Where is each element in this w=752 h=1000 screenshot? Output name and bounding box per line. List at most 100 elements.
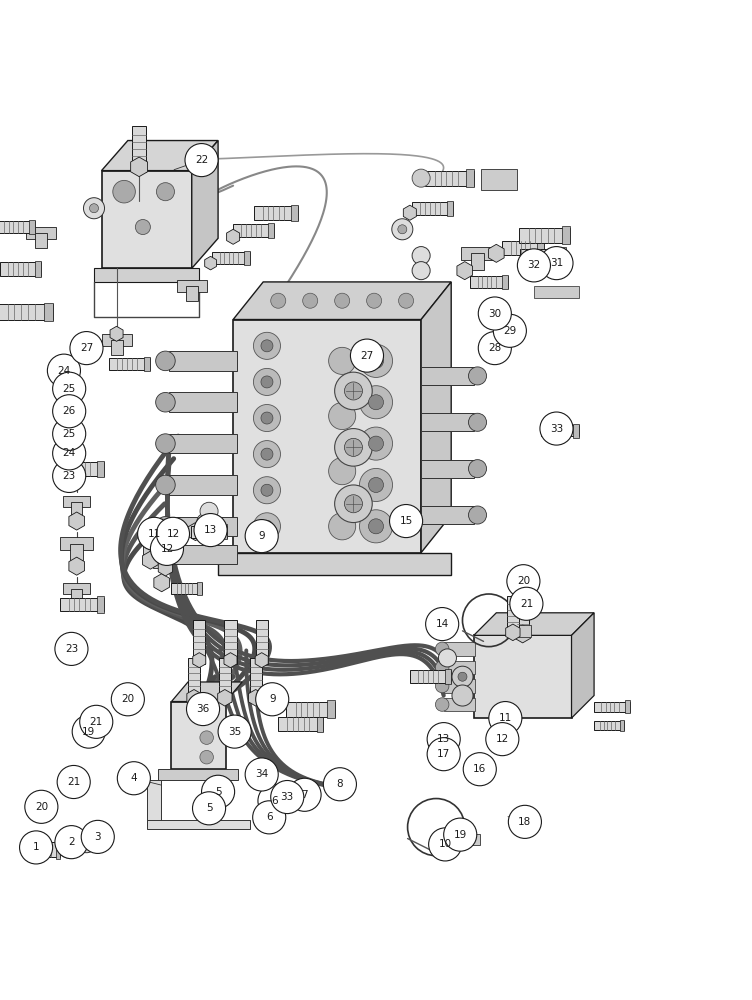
FancyBboxPatch shape [143, 545, 176, 558]
FancyBboxPatch shape [169, 351, 237, 371]
FancyBboxPatch shape [464, 834, 481, 845]
Circle shape [111, 683, 144, 716]
Text: 12: 12 [166, 529, 180, 539]
Text: 5: 5 [215, 787, 221, 797]
Text: 26: 26 [62, 406, 76, 416]
Circle shape [323, 768, 356, 801]
FancyBboxPatch shape [517, 599, 529, 637]
Text: 19: 19 [453, 830, 467, 840]
Circle shape [359, 510, 393, 543]
Text: 16: 16 [473, 764, 487, 774]
Polygon shape [512, 592, 526, 607]
FancyBboxPatch shape [188, 658, 200, 702]
Circle shape [452, 685, 473, 706]
Circle shape [57, 765, 90, 799]
FancyBboxPatch shape [471, 253, 484, 270]
Circle shape [367, 293, 382, 308]
FancyBboxPatch shape [625, 700, 630, 713]
Circle shape [427, 738, 460, 771]
Circle shape [186, 693, 220, 726]
Text: 11: 11 [499, 713, 512, 723]
Circle shape [253, 332, 280, 359]
Circle shape [540, 247, 573, 280]
Circle shape [435, 679, 449, 693]
Circle shape [53, 417, 86, 450]
Circle shape [368, 519, 384, 534]
Circle shape [202, 775, 235, 808]
Text: 17: 17 [437, 749, 450, 759]
Circle shape [510, 587, 543, 620]
Circle shape [200, 710, 214, 723]
Circle shape [261, 520, 273, 532]
Polygon shape [69, 512, 84, 530]
Circle shape [540, 412, 573, 445]
FancyBboxPatch shape [421, 506, 474, 524]
Text: 32: 32 [527, 260, 541, 270]
FancyBboxPatch shape [291, 205, 298, 221]
Circle shape [218, 715, 251, 748]
Circle shape [156, 475, 175, 495]
Circle shape [359, 468, 393, 502]
Circle shape [53, 459, 86, 492]
Circle shape [344, 382, 362, 400]
Circle shape [55, 826, 88, 859]
Circle shape [253, 513, 280, 540]
Circle shape [368, 395, 384, 410]
FancyBboxPatch shape [60, 537, 93, 550]
Circle shape [438, 649, 456, 667]
FancyBboxPatch shape [60, 598, 104, 611]
Circle shape [271, 293, 286, 308]
FancyBboxPatch shape [0, 304, 53, 320]
Circle shape [135, 220, 150, 235]
Circle shape [329, 347, 356, 374]
Circle shape [261, 376, 273, 388]
Circle shape [359, 386, 393, 419]
Text: 8: 8 [337, 779, 343, 789]
Text: 28: 28 [488, 343, 502, 353]
Circle shape [83, 198, 105, 219]
FancyBboxPatch shape [250, 658, 262, 702]
FancyBboxPatch shape [268, 223, 274, 238]
FancyBboxPatch shape [421, 460, 474, 478]
FancyBboxPatch shape [444, 642, 475, 656]
FancyBboxPatch shape [171, 583, 202, 594]
FancyBboxPatch shape [44, 303, 53, 321]
Polygon shape [102, 141, 218, 171]
FancyBboxPatch shape [410, 670, 451, 683]
FancyBboxPatch shape [26, 227, 56, 239]
Text: 19: 19 [82, 727, 96, 737]
FancyBboxPatch shape [502, 275, 508, 289]
Text: 35: 35 [228, 727, 241, 737]
Circle shape [70, 332, 103, 365]
Polygon shape [505, 624, 520, 641]
FancyBboxPatch shape [254, 206, 298, 220]
Circle shape [76, 832, 97, 853]
Text: 21: 21 [89, 717, 103, 727]
Text: 13: 13 [204, 525, 217, 535]
FancyBboxPatch shape [421, 413, 474, 431]
Circle shape [80, 705, 113, 738]
Circle shape [271, 780, 304, 814]
Text: 12: 12 [160, 544, 174, 554]
FancyBboxPatch shape [71, 502, 82, 515]
FancyBboxPatch shape [327, 700, 335, 718]
FancyBboxPatch shape [256, 620, 268, 664]
Polygon shape [192, 141, 218, 268]
FancyBboxPatch shape [153, 551, 166, 568]
Text: 27: 27 [80, 343, 93, 353]
Text: 25: 25 [62, 429, 76, 439]
Circle shape [452, 666, 473, 687]
Polygon shape [143, 551, 158, 569]
FancyBboxPatch shape [193, 620, 205, 664]
Circle shape [245, 758, 278, 791]
Text: 6: 6 [271, 796, 277, 806]
FancyBboxPatch shape [109, 358, 150, 370]
Text: 6: 6 [266, 812, 272, 822]
Text: 27: 27 [360, 351, 374, 361]
Circle shape [359, 427, 393, 460]
Circle shape [468, 506, 487, 524]
Circle shape [458, 672, 467, 681]
FancyBboxPatch shape [466, 169, 474, 187]
Circle shape [138, 517, 171, 550]
Text: 9: 9 [269, 694, 275, 704]
